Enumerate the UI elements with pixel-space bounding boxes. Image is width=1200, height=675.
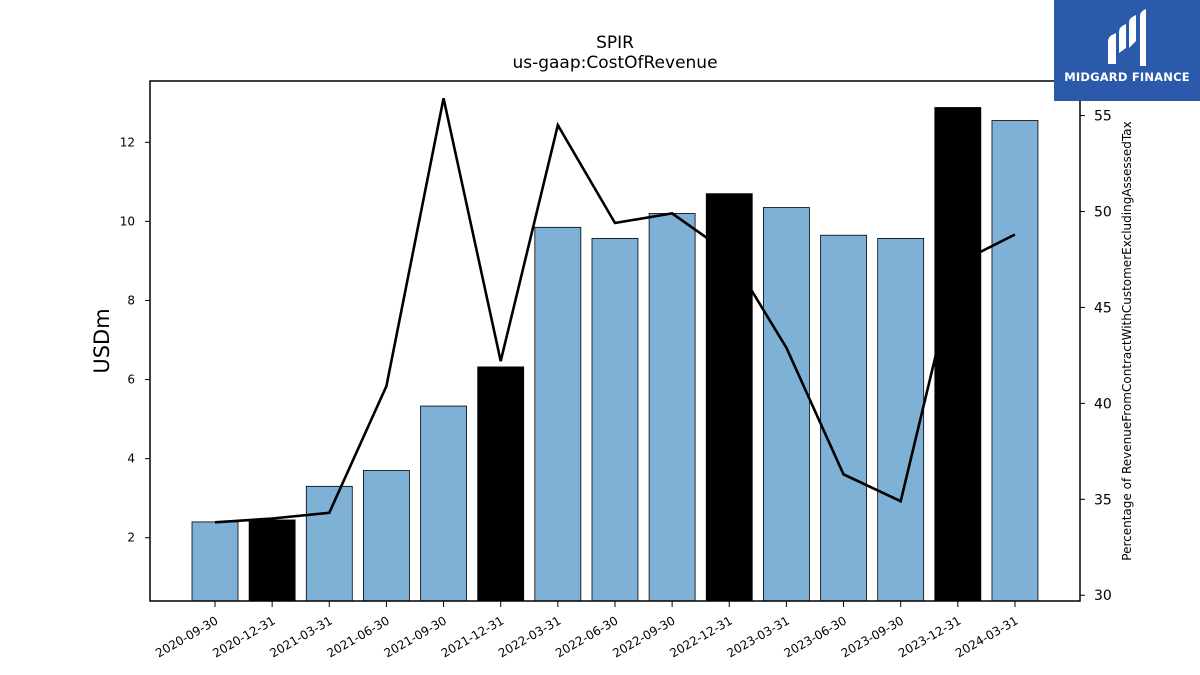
- y-tick-label: 10: [120, 214, 135, 228]
- x-tick-label: 2021-12-31: [439, 613, 506, 660]
- y-tick-label: 8: [127, 293, 135, 307]
- bar-2024-03-31: [991, 120, 1039, 602]
- x-tick-label: 2023-09-30: [839, 613, 906, 660]
- bar-2022-03-31: [534, 226, 582, 602]
- y-axis-right: 30 35 40 45 50 55: [1080, 109, 1112, 604]
- y-axis-label-right: Percentage of RevenueFromContractWithCus…: [1120, 121, 1134, 560]
- x-tick-label: 2020-12-31: [210, 613, 277, 660]
- logo-text: MIDGARD FINANCE: [1064, 70, 1190, 84]
- chart-subtitle: us-gaap:CostOfRevenue: [512, 53, 717, 73]
- x-axis: 2020-09-302020-12-312021-03-312021-06-30…: [153, 601, 1020, 660]
- x-tick-label: 2021-09-30: [382, 613, 449, 660]
- x-tick-label: 2022-12-31: [667, 613, 734, 660]
- bar-2022-09-30: [648, 213, 696, 602]
- bar-2020-09-30: [191, 521, 239, 602]
- x-tick-label: 2020-09-30: [153, 613, 220, 660]
- y-right-tick-label: 35: [1094, 492, 1112, 508]
- y-tick-label: 4: [127, 452, 135, 466]
- bar-2021-06-30: [363, 470, 410, 602]
- x-tick-label: 2022-06-30: [553, 613, 620, 660]
- brand-logo: MIDGARD FINANCE: [1054, 0, 1200, 101]
- y-right-tick-label: 55: [1094, 109, 1112, 125]
- x-tick-label: 2024-03-31: [953, 613, 1020, 660]
- y-tick-label: 6: [127, 373, 135, 387]
- bar-2023-12-31: [934, 107, 982, 602]
- bar-2021-09-30: [420, 405, 467, 602]
- x-tick-label: 2023-06-30: [782, 613, 849, 660]
- logo-mark-icon: [1108, 9, 1146, 66]
- x-tick-label: 2023-12-31: [896, 613, 963, 660]
- bar-2023-06-30: [820, 234, 867, 602]
- y-tick-label: 2: [127, 531, 135, 545]
- bar-2023-03-31: [763, 207, 810, 602]
- x-tick-label: 2021-06-30: [325, 613, 392, 660]
- x-tick-label: 2021-03-31: [267, 613, 334, 660]
- y-axis-label-left: USDm: [90, 308, 114, 373]
- y-right-tick-label: 30: [1094, 588, 1112, 604]
- bars-group: [191, 107, 1039, 602]
- y-tick-label: 12: [120, 135, 135, 149]
- y-right-tick-label: 45: [1094, 300, 1112, 316]
- bar-2021-12-31: [477, 366, 525, 602]
- bar-2023-09-30: [877, 237, 925, 602]
- bar-2020-12-31: [248, 519, 296, 602]
- bar-2021-03-31: [305, 485, 353, 602]
- bar-2022-06-30: [591, 237, 639, 602]
- x-tick-label: 2022-03-31: [496, 613, 563, 660]
- y-right-tick-label: 50: [1094, 204, 1112, 220]
- line-group: [214, 97, 1016, 524]
- y-axis-left: 2 4 6 8 10 12: [120, 135, 150, 545]
- chart-title: SPIR: [596, 33, 634, 53]
- x-tick-label: 2022-09-30: [610, 613, 677, 660]
- y-right-tick-label: 40: [1094, 396, 1112, 412]
- bar-2022-12-31: [705, 193, 753, 602]
- x-tick-label: 2023-03-31: [724, 613, 791, 660]
